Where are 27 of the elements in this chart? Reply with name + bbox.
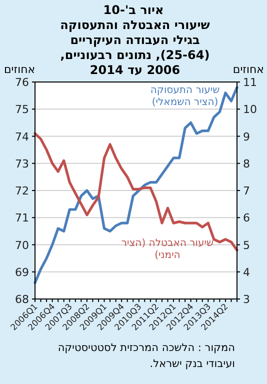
y-tick-label: 74: [15, 130, 29, 144]
y-tick-label: 68: [15, 293, 29, 306]
y-tick-label: 72: [15, 184, 29, 198]
chart-title: איור ב'-10: [102, 3, 165, 18]
line-series: [34, 86, 238, 284]
series-label: שיעור התעסוקה (הציר השמאלי): [149, 85, 221, 109]
y2-tick-label: 7: [243, 184, 250, 198]
y-tick-label: 70: [15, 238, 29, 252]
y2-tick-label: 9: [243, 130, 250, 144]
y2-tick-label: 10: [243, 103, 257, 116]
series-label: שיעור האבטלה (הציר הימני): [120, 238, 215, 262]
line-series: [34, 132, 238, 252]
y-tick-label: 73: [15, 157, 29, 170]
text: המקור : הלשכה המרכזית לסטטיסטיקה ועיבודי בנק ישראל.: [56, 341, 235, 372]
y-tick-label: 71: [15, 212, 29, 225]
y-tick-label: 75: [15, 103, 29, 116]
y-tick-label: 76: [15, 76, 29, 89]
y2-tick-label: 11: [243, 76, 257, 89]
y-tick-label: 69: [15, 266, 29, 279]
y2-tick-label: 8: [243, 157, 250, 170]
chart-subtitle: שיעורי האבטלה והתעסוקה בגילי העבודה העיקריים (25-64), נתונים רבעוניים, 2006 עד 2014: [59, 18, 211, 78]
y-axis-title: אחוזים: [4, 63, 36, 76]
y2-axis-title: אחוזים: [232, 63, 264, 76]
y2-tick-label: 5: [243, 238, 250, 252]
y2-tick-label: 6: [243, 212, 250, 225]
y2-tick-label: 3: [243, 293, 250, 306]
y2-tick-label: 4: [243, 266, 250, 279]
